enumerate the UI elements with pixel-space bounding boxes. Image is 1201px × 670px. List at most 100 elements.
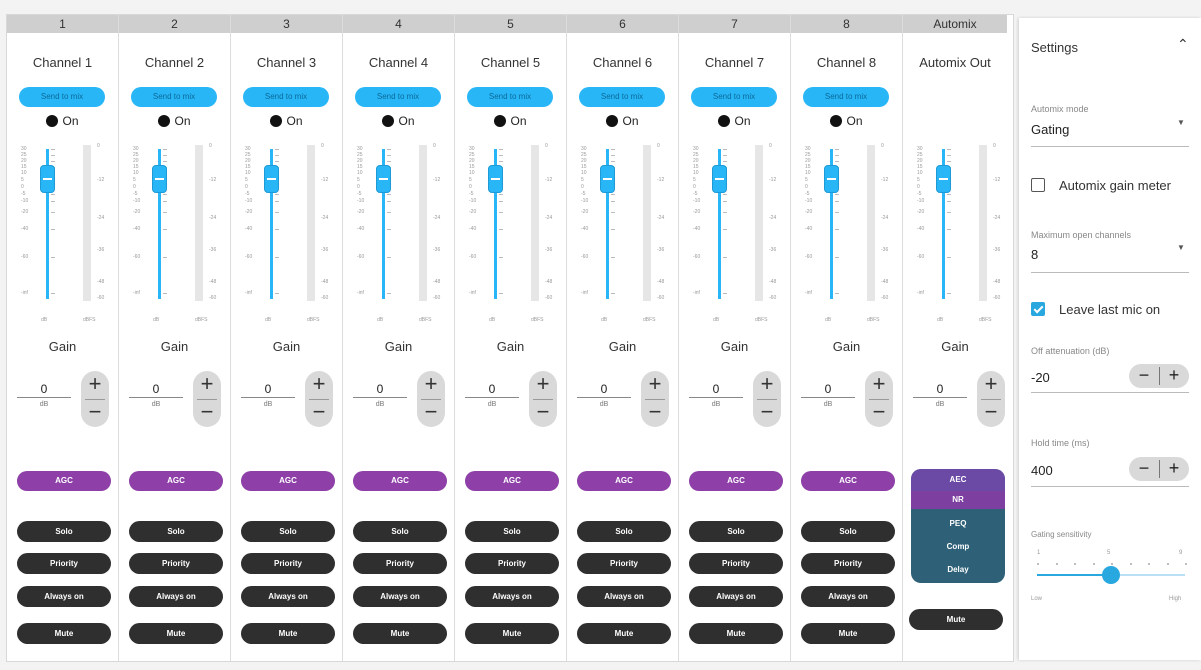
automix-gain-meter-checkbox[interactable] — [1031, 178, 1045, 192]
fader-thumb[interactable] — [600, 165, 615, 193]
on-toggle[interactable]: On — [119, 114, 230, 128]
on-toggle[interactable]: On — [343, 114, 454, 128]
gain-input[interactable]: 0 — [488, 382, 496, 396]
send-to-mix-button[interactable]: Send to mix — [579, 87, 665, 107]
on-toggle[interactable]: On — [679, 114, 790, 128]
minus-icon[interactable]: − — [312, 399, 326, 424]
radio-icon[interactable] — [382, 115, 395, 127]
fader-thumb[interactable] — [824, 165, 839, 193]
on-toggle[interactable]: On — [567, 114, 678, 128]
agc-button[interactable]: AGC — [801, 471, 895, 491]
priority-button[interactable]: Priority — [129, 553, 223, 574]
plus-icon[interactable]: + — [312, 371, 326, 396]
send-to-mix-button[interactable]: Send to mix — [691, 87, 777, 107]
radio-icon[interactable] — [158, 115, 171, 127]
leave-last-mic-checkbox[interactable] — [1031, 302, 1045, 316]
always-on-button[interactable]: Always on — [129, 586, 223, 607]
radio-icon[interactable] — [830, 115, 843, 127]
radio-icon[interactable] — [494, 115, 507, 127]
send-to-mix-button[interactable]: Send to mix — [243, 87, 329, 107]
plus-icon[interactable]: + — [536, 371, 550, 396]
priority-button[interactable]: Priority — [577, 553, 671, 574]
hold-time-input[interactable]: 400 — [1031, 463, 1053, 478]
fader-track[interactable] — [718, 149, 721, 299]
plus-icon[interactable]: + — [424, 371, 438, 396]
agc-button[interactable]: AGC — [465, 471, 559, 491]
gain-input[interactable]: 0 — [712, 382, 720, 396]
radio-icon[interactable] — [718, 115, 731, 127]
fader-thumb[interactable] — [712, 165, 727, 193]
plus-icon[interactable]: + — [1168, 365, 1180, 385]
fader-thumb[interactable] — [936, 165, 951, 193]
agc-button[interactable]: AGC — [353, 471, 447, 491]
dropdown-arrow-icon[interactable]: ▼ — [1177, 243, 1185, 252]
gain-input[interactable]: 0 — [936, 382, 944, 396]
agc-button[interactable]: AGC — [241, 471, 335, 491]
fader-thumb[interactable] — [40, 165, 55, 193]
chevron-up-icon[interactable]: ⌃ — [1177, 36, 1189, 52]
dsp-peq-button[interactable]: PEQ — [949, 519, 967, 528]
radio-icon[interactable] — [270, 115, 283, 127]
minus-icon[interactable]: − — [200, 399, 214, 424]
automix-mute-button[interactable]: Mute — [909, 609, 1003, 630]
plus-icon[interactable]: + — [984, 371, 998, 396]
max-open-channels-select[interactable]: 8 — [1031, 247, 1039, 262]
fader-track[interactable] — [494, 149, 497, 299]
gain-input[interactable]: 0 — [40, 382, 48, 396]
agc-button[interactable]: AGC — [689, 471, 783, 491]
mute-button[interactable]: Mute — [241, 623, 335, 644]
radio-icon[interactable] — [46, 115, 59, 127]
solo-button[interactable]: Solo — [689, 521, 783, 542]
mute-button[interactable]: Mute — [801, 623, 895, 644]
always-on-button[interactable]: Always on — [577, 586, 671, 607]
send-to-mix-button[interactable]: Send to mix — [355, 87, 441, 107]
fader-track[interactable] — [830, 149, 833, 299]
gating-sensitivity-thumb[interactable] — [1102, 566, 1120, 584]
send-to-mix-button[interactable]: Send to mix — [803, 87, 889, 107]
priority-button[interactable]: Priority — [17, 553, 111, 574]
minus-icon[interactable]: − — [424, 399, 438, 424]
fader-thumb[interactable] — [376, 165, 391, 193]
dsp-nr-button[interactable]: NR — [911, 491, 1005, 509]
mute-button[interactable]: Mute — [353, 623, 447, 644]
minus-icon[interactable]: − — [872, 399, 886, 424]
plus-icon[interactable]: + — [1168, 458, 1180, 478]
solo-button[interactable]: Solo — [17, 521, 111, 542]
minus-icon[interactable]: − — [984, 399, 998, 424]
priority-button[interactable]: Priority — [465, 553, 559, 574]
priority-button[interactable]: Priority — [353, 553, 447, 574]
send-to-mix-button[interactable]: Send to mix — [19, 87, 105, 107]
radio-icon[interactable] — [606, 115, 619, 127]
plus-icon[interactable]: + — [648, 371, 662, 396]
always-on-button[interactable]: Always on — [689, 586, 783, 607]
mute-button[interactable]: Mute — [465, 623, 559, 644]
dropdown-arrow-icon[interactable]: ▼ — [1177, 118, 1185, 127]
minus-icon[interactable]: − — [1138, 365, 1150, 385]
solo-button[interactable]: Solo — [801, 521, 895, 542]
always-on-button[interactable]: Always on — [465, 586, 559, 607]
plus-icon[interactable]: + — [88, 371, 102, 396]
fader-track[interactable] — [158, 149, 161, 299]
mute-button[interactable]: Mute — [689, 623, 783, 644]
mute-button[interactable]: Mute — [129, 623, 223, 644]
priority-button[interactable]: Priority — [241, 553, 335, 574]
on-toggle[interactable]: On — [7, 114, 118, 128]
mute-button[interactable]: Mute — [17, 623, 111, 644]
fader-track[interactable] — [270, 149, 273, 299]
minus-icon[interactable]: − — [648, 399, 662, 424]
off-attenuation-input[interactable]: -20 — [1031, 370, 1050, 385]
always-on-button[interactable]: Always on — [241, 586, 335, 607]
solo-button[interactable]: Solo — [465, 521, 559, 542]
fader-thumb[interactable] — [264, 165, 279, 193]
fader-track[interactable] — [46, 149, 49, 299]
solo-button[interactable]: Solo — [353, 521, 447, 542]
always-on-button[interactable]: Always on — [17, 586, 111, 607]
fader-thumb[interactable] — [488, 165, 503, 193]
plus-icon[interactable]: + — [760, 371, 774, 396]
gain-input[interactable]: 0 — [264, 382, 272, 396]
fader-track[interactable] — [942, 149, 945, 299]
agc-button[interactable]: AGC — [577, 471, 671, 491]
plus-icon[interactable]: + — [200, 371, 214, 396]
send-to-mix-button[interactable]: Send to mix — [131, 87, 217, 107]
priority-button[interactable]: Priority — [801, 553, 895, 574]
